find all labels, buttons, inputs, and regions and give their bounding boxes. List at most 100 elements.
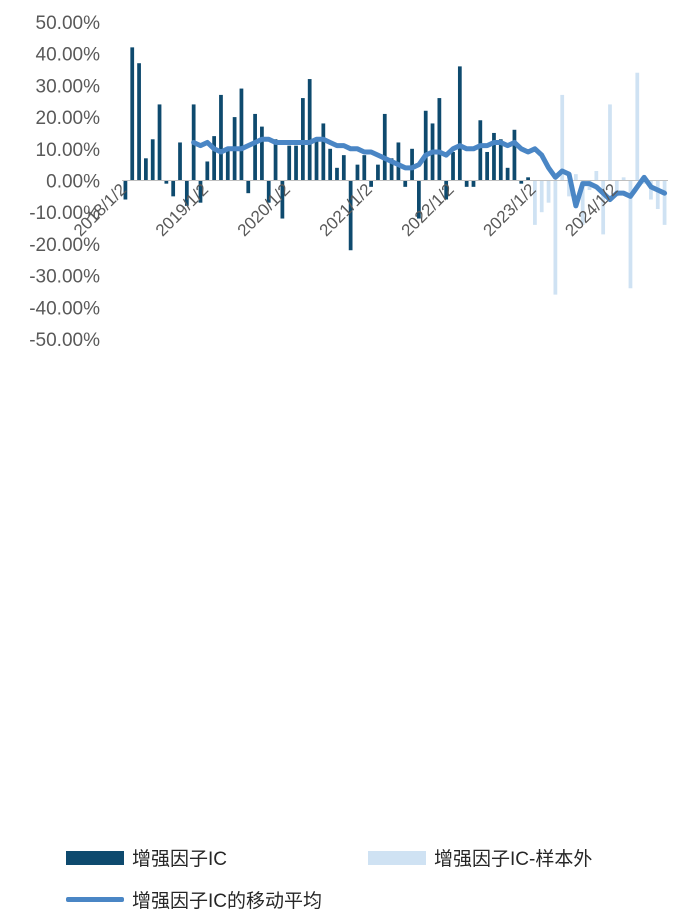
ic-bar [321, 123, 326, 181]
ic-bar [348, 180, 353, 251]
legend-item-ic-oos: 增强因子IC-样本外 [368, 844, 592, 871]
ic-bar [362, 155, 367, 181]
x-tick-label: 2021/1/2 [316, 180, 376, 240]
ic-bar [389, 158, 394, 181]
ic-bar [355, 164, 360, 181]
ic-oos-bar [628, 180, 633, 289]
legend-label-ic-ma: 增强因子IC的移动平均 [132, 891, 323, 912]
legend-item-ic-ma: 增强因子IC的移动平均 [66, 886, 322, 912]
legend-item-ic: 增强因子IC [66, 844, 227, 871]
ic-bar [341, 155, 346, 181]
ic-moving-average-line [191, 136, 668, 209]
ic-bar [451, 151, 455, 181]
ic-bar [396, 142, 401, 181]
ic-oos-bar [567, 180, 571, 197]
ic-bar [485, 151, 490, 181]
ic-bar [410, 148, 414, 181]
ic-oos-bar [553, 180, 558, 295]
ic-bar [457, 66, 462, 181]
x-tick-label: 2019/1/2 [152, 180, 212, 240]
ic-bar [464, 180, 469, 187]
ic-bar [239, 88, 244, 181]
line-layer [191, 136, 668, 209]
ic-oos-bar [546, 180, 551, 203]
ic-bar [246, 180, 251, 194]
ic-bar [471, 180, 476, 187]
y-tick-label: -10.00% [29, 203, 100, 224]
ic-bar [280, 180, 285, 219]
ic-bar [437, 98, 442, 181]
ic-bar [492, 132, 496, 181]
y-tick-label: 0.00% [46, 172, 100, 193]
legend-swatch-ic-ma [66, 897, 124, 902]
y-tick-label: -20.00% [29, 235, 100, 256]
ic-bar [164, 180, 169, 184]
ic-bar [519, 180, 524, 184]
x-tick-label: 2023/1/2 [480, 180, 540, 240]
ic-bar [505, 167, 510, 181]
ic-oos-bar [560, 94, 565, 181]
ic-bar [369, 180, 373, 187]
ic-oos-bar [614, 180, 619, 197]
ic-oos-bar [649, 180, 653, 200]
ic-bar [526, 177, 530, 181]
ic-oos-bar [608, 104, 612, 181]
ic-bar [157, 104, 162, 181]
legend-label-ic: 增强因子IC [132, 849, 228, 870]
ic-oos-bar [539, 180, 544, 213]
y-tick-label: 20.00% [36, 108, 101, 129]
y-tick-label: 10.00% [36, 140, 101, 161]
ic-oos-bar [621, 177, 626, 181]
y-axis-ticks: 50.00% 40.00% 30.00% 20.00% 10.00% 0.00% -10.0… [29, 13, 100, 351]
ic-bar [171, 180, 176, 197]
ic-bar [130, 47, 135, 181]
ic-oos-bar [601, 180, 606, 235]
ic-bar [225, 148, 230, 181]
ic-bar [137, 63, 141, 181]
ic-oos-bar [642, 180, 646, 184]
ic-bar [300, 98, 305, 181]
ic-bar [417, 180, 421, 219]
ic-oos-bar [580, 180, 585, 225]
ic-oos-bar [662, 180, 667, 225]
bars-layer [123, 47, 667, 295]
ic-bar [178, 142, 182, 181]
y-tick-label: -30.00% [29, 267, 100, 288]
ic-bar [150, 139, 155, 181]
ic-bar [376, 164, 380, 181]
y-tick-label: 50.00% [36, 13, 101, 34]
ic-bar [198, 180, 203, 203]
ic-bar [123, 180, 128, 200]
ic-bar [253, 113, 257, 181]
x-tick-label: 2020/1/2 [234, 180, 294, 240]
ic-bar [184, 180, 189, 206]
ic-oos-bar [655, 180, 660, 210]
ic-oos-bar [573, 174, 578, 181]
ic-bar [287, 145, 292, 181]
ic-oos-bar [533, 180, 537, 225]
x-tick-label: 2022/1/2 [398, 180, 458, 240]
y-tick-label: -50.00% [29, 330, 100, 351]
x-axis-ticks: 2018/1/2 2019/1/2 2020/1/2 2021/1/2 2022/1/2… [70, 180, 622, 240]
chart-svg: 50.00% 40.00% 30.00% 20.00% 10.00% 0.00% -10.0… [29, 13, 668, 351]
y-tick-label: 30.00% [36, 76, 101, 97]
ic-bar [212, 136, 217, 181]
ic-bar [205, 161, 210, 181]
ic-bar [444, 180, 449, 200]
ic-bar [294, 145, 298, 181]
ic-bar [328, 148, 333, 181]
ic-bar [382, 113, 387, 181]
legend-swatch-ic [66, 850, 124, 865]
ic-bar [314, 139, 319, 181]
ic-bar [273, 139, 278, 181]
ic-bar [307, 79, 312, 181]
ic-bar [512, 129, 517, 181]
ic-bar [423, 110, 428, 181]
legend-label-ic-oos: 增强因子IC-样本外 [434, 849, 593, 870]
y-tick-label: -40.00% [29, 298, 100, 319]
ic-bar [498, 139, 503, 181]
ic-oos-bar [594, 170, 599, 181]
chart: 50.00% 40.00% 30.00% 20.00% 10.00% 0.00% -10.0… [29, 13, 668, 912]
legend-swatch-ic-oos [368, 850, 426, 865]
ic-bar [144, 158, 148, 181]
